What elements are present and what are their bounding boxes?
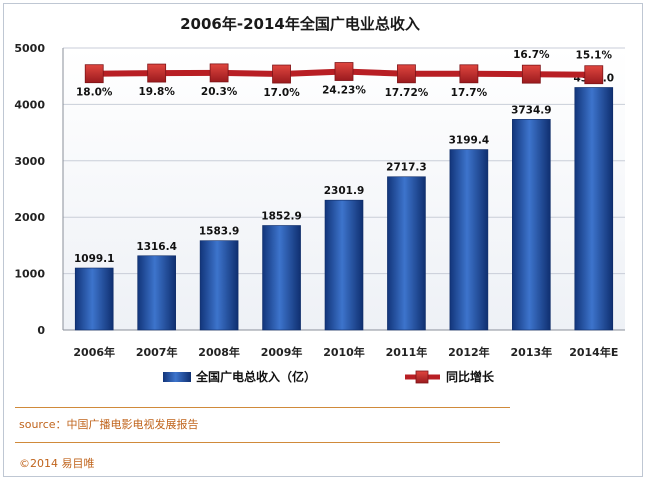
x-tick-label: 2011年 bbox=[386, 345, 428, 359]
y-tick-label: 1000 bbox=[14, 268, 45, 281]
bar bbox=[137, 255, 176, 331]
bar-value-label: 1099.1 bbox=[74, 253, 115, 265]
legend-bar-label: 全国广电总收入（亿） bbox=[195, 369, 316, 384]
growth-value-label: 17.72% bbox=[385, 87, 429, 99]
x-tick-label: 2013年 bbox=[511, 345, 553, 359]
growth-value-label: 24.23% bbox=[322, 85, 366, 97]
divider-bottom bbox=[15, 442, 500, 443]
x-tick-label: 2010年 bbox=[323, 345, 365, 359]
bar bbox=[512, 119, 551, 331]
growth-marker bbox=[84, 64, 104, 84]
bar-value-label: 3734.9 bbox=[511, 104, 552, 116]
y-tick-label: 5000 bbox=[14, 42, 45, 55]
growth-marker bbox=[397, 64, 416, 84]
growth-value-label: 18.0% bbox=[76, 87, 113, 99]
copyright-note: ©2014 易目唯 bbox=[19, 457, 95, 470]
growth-marker bbox=[459, 64, 479, 84]
growth-marker bbox=[272, 64, 291, 84]
x-tick-label: 2006年 bbox=[73, 345, 115, 359]
bar bbox=[387, 176, 426, 331]
chart-title: 2006年-2014年全国广电业总收入 bbox=[180, 15, 420, 33]
x-tick-label: 2008年 bbox=[198, 345, 240, 359]
growth-marker bbox=[584, 65, 604, 85]
bar-value-label: 1316.4 bbox=[136, 241, 177, 253]
growth-value-label: 17.0% bbox=[263, 87, 300, 99]
growth-marker bbox=[334, 62, 354, 81]
bar-value-label: 2717.3 bbox=[386, 162, 427, 174]
x-tick-label: 2014年E bbox=[569, 345, 618, 359]
bar-value-label: 2301.9 bbox=[324, 185, 365, 197]
legend-line-label: 同比增长 bbox=[446, 369, 495, 384]
bar-value-label: 1583.9 bbox=[199, 226, 240, 238]
growth-marker bbox=[521, 64, 541, 84]
bar bbox=[324, 199, 364, 331]
y-tick-label: 0 bbox=[37, 324, 45, 337]
bar-value-label: 1852.9 bbox=[261, 210, 302, 222]
bar bbox=[574, 87, 614, 331]
growth-value-label: 15.1% bbox=[576, 50, 613, 62]
y-tick-label: 3000 bbox=[14, 155, 45, 168]
growth-marker bbox=[147, 63, 167, 83]
bar bbox=[262, 225, 301, 331]
bar bbox=[449, 149, 489, 331]
growth-marker bbox=[209, 63, 229, 83]
x-tick-label: 2012年 bbox=[448, 345, 490, 359]
y-tick-label: 4000 bbox=[14, 98, 45, 111]
legend-bar-swatch bbox=[163, 372, 191, 382]
bar-value-label: 3199.4 bbox=[449, 135, 490, 147]
growth-value-label: 17.7% bbox=[451, 87, 488, 99]
legend-line-marker bbox=[415, 370, 429, 384]
growth-value-label: 20.3% bbox=[201, 86, 238, 98]
bar bbox=[74, 267, 114, 331]
x-tick-label: 2009年 bbox=[261, 345, 303, 359]
source-note: source：中国广播电影电视发展报告 bbox=[19, 418, 199, 431]
bar bbox=[199, 240, 239, 331]
divider-top bbox=[15, 407, 510, 408]
growth-value-label: 16.7% bbox=[513, 49, 550, 61]
y-tick-label: 2000 bbox=[14, 211, 45, 224]
x-tick-label: 2007年 bbox=[136, 345, 178, 359]
growth-value-label: 19.8% bbox=[138, 86, 175, 98]
